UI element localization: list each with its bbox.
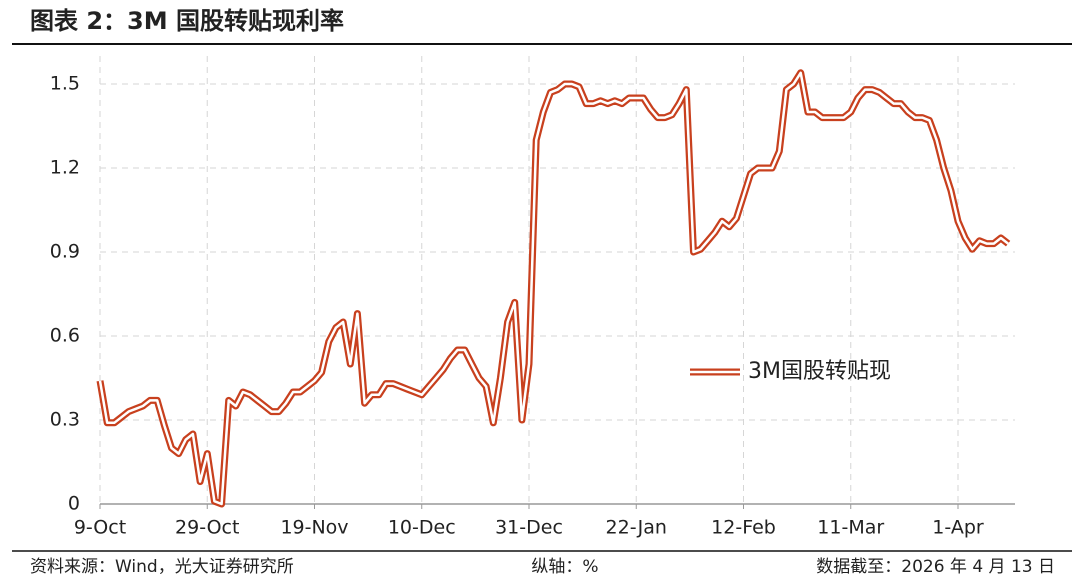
- chart-title: 图表 2：3M 国股转贴现利率: [30, 7, 344, 35]
- legend-label: 3M国股转贴现: [748, 359, 891, 384]
- x-tick-label: 10-Dec: [388, 517, 456, 539]
- x-tick-label: 22-Jan: [606, 517, 667, 539]
- x-tick-label: 9-Oct: [74, 517, 126, 539]
- y-tick-label: 0.6: [50, 325, 80, 347]
- date-note: 数据截至：2026 年 4 月 13 日: [816, 557, 1055, 577]
- y-tick-label: 0: [68, 493, 80, 515]
- line-inner: [98, 71, 1009, 506]
- line-outer: [96, 69, 1011, 508]
- y-tick-label: 1.5: [50, 73, 80, 95]
- x-tick-label: 29-Oct: [175, 517, 239, 539]
- y-tick-label: 1.2: [50, 157, 80, 179]
- axis-note: 纵轴：%: [531, 557, 598, 577]
- source-note: 资料来源：Wind，光大证券研究所: [30, 557, 294, 577]
- x-tick-label: 31-Dec: [495, 517, 563, 539]
- x-tick-label: 1-Apr: [932, 517, 984, 539]
- y-tick-label: 0.9: [50, 241, 80, 263]
- x-tick-label: 19-Nov: [280, 517, 348, 539]
- y-tick-label: 0.3: [50, 409, 80, 431]
- x-tick-label: 12-Feb: [711, 517, 776, 539]
- x-tick-label: 11-Mar: [817, 517, 884, 539]
